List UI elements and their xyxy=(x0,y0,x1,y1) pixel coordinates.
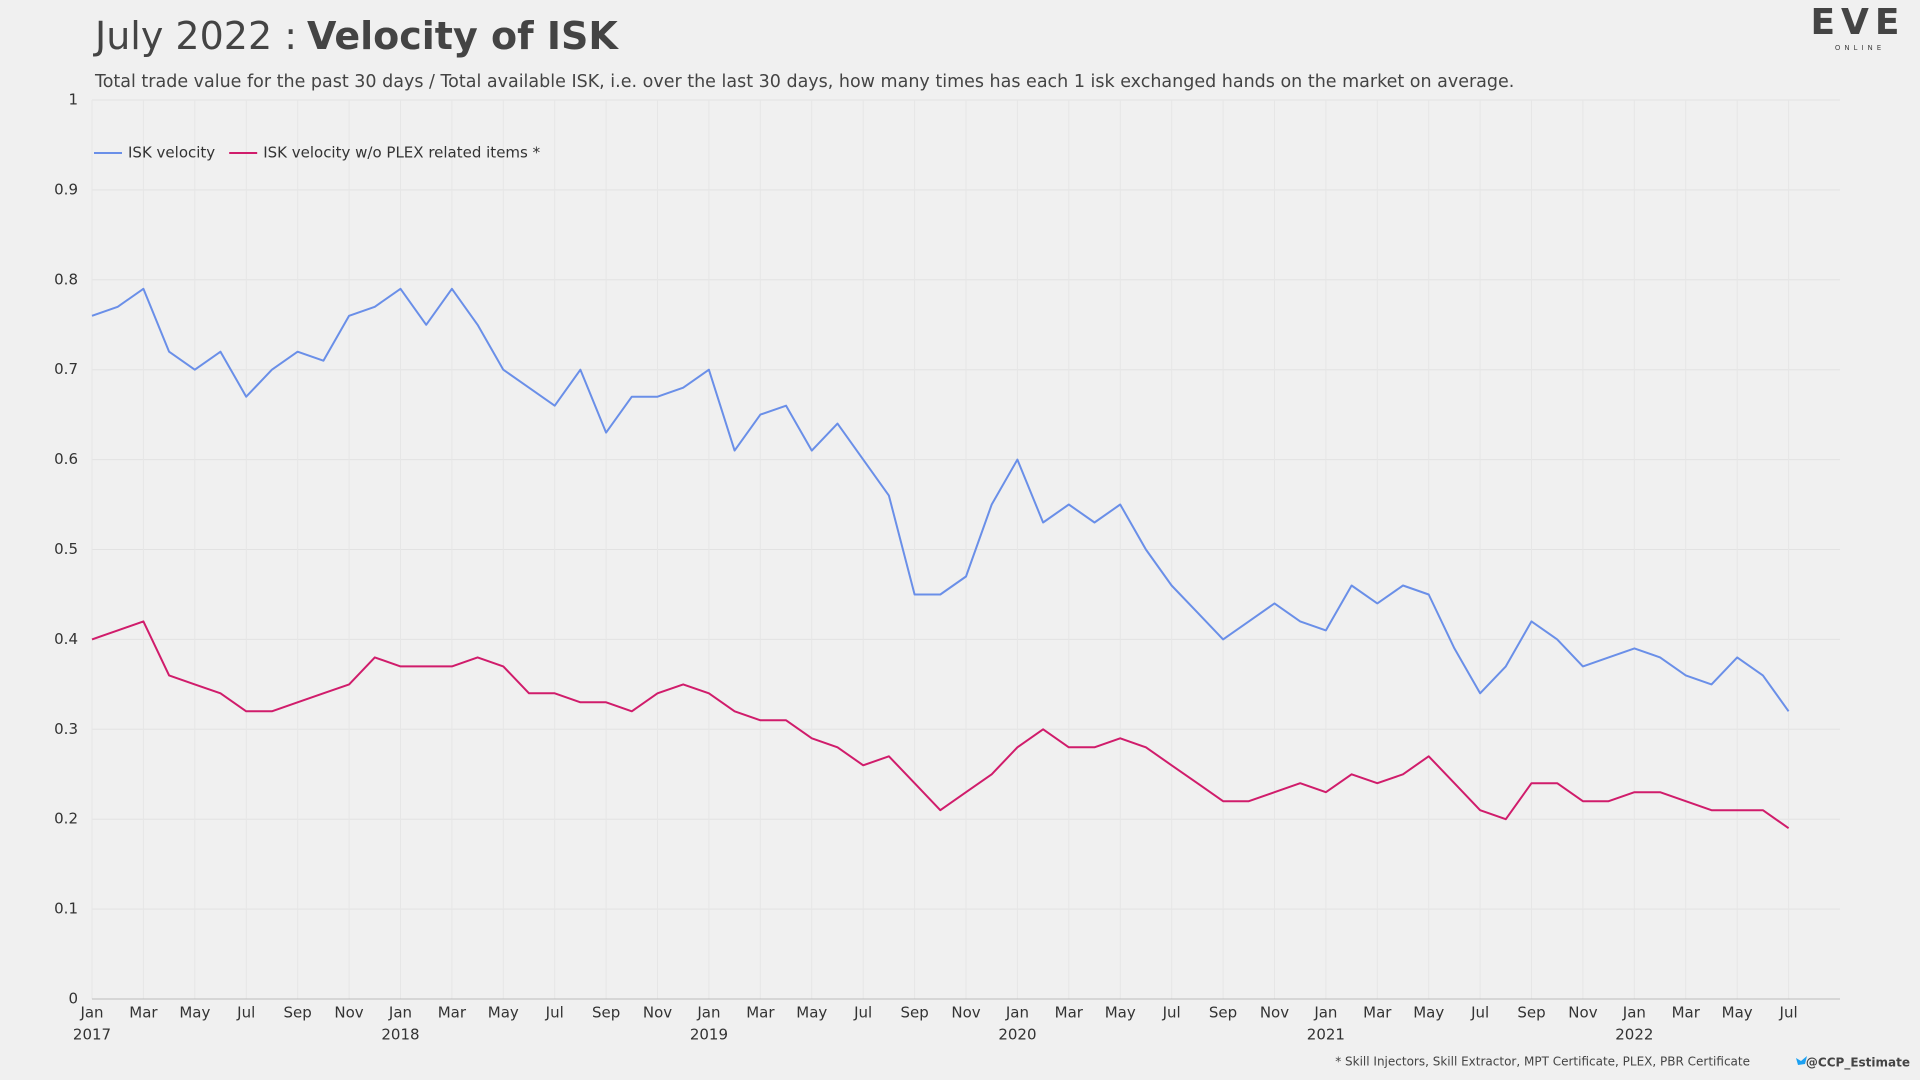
y-tick-label: 0.4 xyxy=(54,630,78,648)
x-tick-label: Jan xyxy=(1005,1004,1029,1022)
x-tick-label: Mar xyxy=(1055,1004,1084,1022)
x-tick-label: Mar xyxy=(746,1004,775,1022)
y-tick-label: 1 xyxy=(68,91,78,109)
x-tick-label: Nov xyxy=(1568,1004,1597,1022)
legend-label: ISK velocity w/o PLEX related items * xyxy=(263,144,540,162)
x-tick-label: Jul xyxy=(236,1004,255,1022)
y-tick-label: 0 xyxy=(68,990,78,1008)
x-year-label: 2021 xyxy=(1307,1026,1345,1044)
x-tick-label: May xyxy=(1105,1004,1136,1022)
y-tick-label: 0.7 xyxy=(54,360,78,378)
logo: EVE xyxy=(1810,2,1905,43)
y-tick-label: 0.6 xyxy=(54,450,78,468)
x-tick-label: Jan xyxy=(696,1004,720,1022)
y-tick-label: 0.3 xyxy=(54,720,78,738)
x-tick-label: Nov xyxy=(1260,1004,1289,1022)
x-tick-label: Jan xyxy=(1622,1004,1646,1022)
x-tick-label: Jan xyxy=(388,1004,412,1022)
x-tick-label: Sep xyxy=(900,1004,928,1022)
x-tick-label: Jul xyxy=(1162,1004,1181,1022)
legend-label: ISK velocity xyxy=(128,144,215,162)
credit: @CCP_Estimate xyxy=(1806,1056,1910,1071)
x-tick-label: May xyxy=(796,1004,827,1022)
series-line xyxy=(91,620,1790,830)
x-tick-label: May xyxy=(1722,1004,1753,1022)
x-year-label: 2018 xyxy=(381,1026,419,1044)
x-tick-label: Sep xyxy=(1517,1004,1545,1022)
y-tick-label: 0.9 xyxy=(54,180,78,198)
series-line xyxy=(91,287,1790,712)
x-tick-label: May xyxy=(1413,1004,1444,1022)
x-tick-label: Mar xyxy=(129,1004,158,1022)
x-year-label: 2017 xyxy=(73,1026,111,1044)
footnote: * Skill Injectors, Skill Extractor, MPT … xyxy=(1335,1055,1750,1069)
x-tick-label: Jan xyxy=(1313,1004,1337,1022)
y-tick-label: 0.5 xyxy=(54,540,78,558)
y-tick-label: 0.2 xyxy=(54,810,78,828)
chart-title: July 2022 : Velocity of ISK xyxy=(93,14,619,58)
x-tick-label: Nov xyxy=(334,1004,363,1022)
x-tick-label: Jul xyxy=(1470,1004,1489,1022)
x-tick-label: Jul xyxy=(1779,1004,1798,1022)
x-tick-label: Mar xyxy=(1672,1004,1701,1022)
logo-sub: ONLINE xyxy=(1835,44,1885,52)
x-tick-label: Mar xyxy=(1363,1004,1392,1022)
x-tick-label: Nov xyxy=(951,1004,980,1022)
x-tick-label: Jul xyxy=(545,1004,564,1022)
twitter-icon xyxy=(1796,1056,1807,1065)
subtitle: Total trade value for the past 30 days /… xyxy=(94,72,1514,92)
x-tick-label: Jul xyxy=(853,1004,872,1022)
title-main: Velocity of ISK xyxy=(307,14,619,58)
x-tick-label: Mar xyxy=(438,1004,467,1022)
x-tick-label: Sep xyxy=(1209,1004,1237,1022)
x-tick-label: May xyxy=(488,1004,519,1022)
title-prefix: July 2022 : xyxy=(93,14,297,58)
y-tick-label: 0.1 xyxy=(54,900,78,918)
x-tick-label: Nov xyxy=(643,1004,672,1022)
y-tick-label: 0.8 xyxy=(54,270,78,288)
x-year-label: 2022 xyxy=(1615,1026,1653,1044)
x-year-label: 2019 xyxy=(690,1026,728,1044)
x-tick-label: Sep xyxy=(592,1004,620,1022)
x-tick-label: Jan xyxy=(79,1004,103,1022)
x-tick-label: Sep xyxy=(284,1004,312,1022)
x-tick-label: May xyxy=(179,1004,210,1022)
x-year-label: 2020 xyxy=(998,1026,1036,1044)
